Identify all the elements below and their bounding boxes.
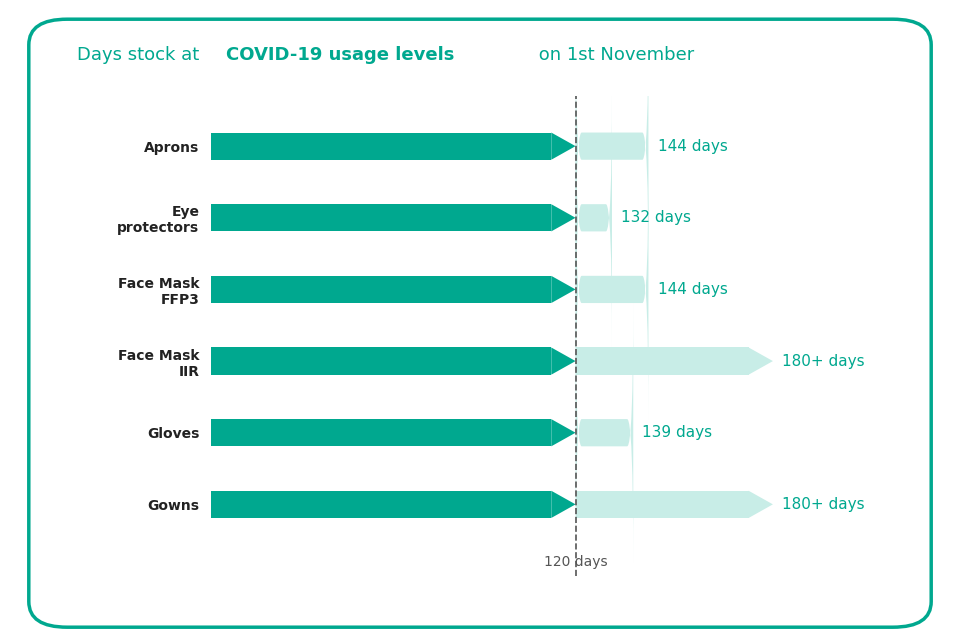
Text: 132 days: 132 days <box>621 211 691 225</box>
Text: COVID-19 usage levels: COVID-19 usage levels <box>226 46 454 64</box>
FancyBboxPatch shape <box>211 132 551 160</box>
FancyBboxPatch shape <box>211 204 551 232</box>
FancyBboxPatch shape <box>211 276 551 303</box>
Polygon shape <box>551 419 576 446</box>
FancyBboxPatch shape <box>576 17 648 276</box>
Text: Days stock at: Days stock at <box>77 46 204 64</box>
Polygon shape <box>551 491 576 518</box>
Text: 180+ days: 180+ days <box>782 497 865 512</box>
Polygon shape <box>551 276 576 303</box>
FancyBboxPatch shape <box>576 491 749 518</box>
Text: 139 days: 139 days <box>642 425 712 440</box>
FancyBboxPatch shape <box>576 303 634 563</box>
FancyBboxPatch shape <box>211 419 551 446</box>
Text: 144 days: 144 days <box>658 282 728 297</box>
Text: 144 days: 144 days <box>658 139 728 154</box>
FancyBboxPatch shape <box>211 491 551 518</box>
Polygon shape <box>551 204 576 232</box>
Polygon shape <box>749 348 773 374</box>
FancyBboxPatch shape <box>576 348 749 374</box>
Text: 120 days: 120 days <box>543 554 608 568</box>
FancyBboxPatch shape <box>211 348 551 374</box>
FancyBboxPatch shape <box>576 88 612 348</box>
FancyBboxPatch shape <box>576 160 648 419</box>
Text: 180+ days: 180+ days <box>782 353 865 369</box>
Polygon shape <box>749 491 773 518</box>
Polygon shape <box>551 348 576 374</box>
Text: on 1st November: on 1st November <box>533 46 694 64</box>
Polygon shape <box>551 132 576 160</box>
